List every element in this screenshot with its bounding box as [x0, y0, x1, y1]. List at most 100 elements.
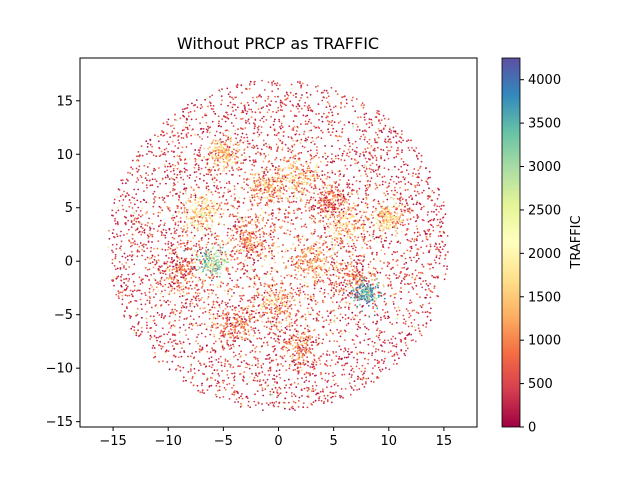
- scatter-point: [217, 358, 220, 360]
- scatter-point: [262, 363, 265, 365]
- scatter-point: [333, 319, 336, 322]
- scatter-point: [172, 189, 174, 192]
- scatter-point: [200, 322, 203, 325]
- scatter-point: [219, 181, 221, 183]
- scatter-point: [409, 246, 412, 248]
- scatter-point: [278, 373, 281, 376]
- scatter-point: [345, 144, 348, 147]
- scatter-point: [355, 180, 358, 182]
- scatter-point: [230, 122, 233, 124]
- scatter-point: [115, 293, 118, 296]
- scatter-point: [295, 293, 298, 296]
- scatter-point: [301, 235, 304, 238]
- scatter-point: [303, 104, 306, 107]
- scatter-point: [190, 193, 193, 196]
- scatter-point: [417, 254, 420, 256]
- scatter-point: [280, 122, 283, 125]
- scatter-point: [249, 199, 252, 201]
- scatter-point: [191, 377, 194, 380]
- scatter-point: [189, 300, 192, 303]
- scatter-point: [313, 366, 315, 368]
- scatter-point: [306, 264, 309, 266]
- scatter-point: [395, 310, 398, 312]
- scatter-point: [372, 156, 374, 159]
- scatter-point: [212, 313, 215, 316]
- scatter-point: [376, 359, 379, 362]
- scatter-point: [257, 366, 259, 369]
- scatter-point: [155, 155, 158, 158]
- scatter-point: [412, 288, 415, 290]
- scatter-point: [219, 173, 222, 175]
- scatter-point: [331, 153, 333, 156]
- scatter-point: [366, 175, 369, 178]
- scatter-point: [304, 206, 307, 208]
- scatter-point: [391, 253, 394, 256]
- scatter-point: [157, 240, 160, 243]
- scatter-point: [204, 310, 207, 313]
- scatter-point: [439, 218, 442, 221]
- scatter-point: [277, 138, 280, 140]
- scatter-point: [208, 317, 211, 320]
- scatter-point: [328, 278, 331, 280]
- scatter-point: [212, 205, 215, 208]
- scatter-point: [180, 227, 183, 230]
- scatter-point: [156, 281, 159, 284]
- scatter-point: [270, 270, 273, 273]
- scatter-point: [139, 298, 142, 301]
- scatter-point: [356, 361, 359, 364]
- scatter-point: [294, 115, 296, 118]
- scatter-point: [209, 170, 212, 172]
- scatter-point: [235, 117, 238, 120]
- scatter-point: [345, 98, 348, 101]
- scatter-point: [138, 250, 141, 253]
- scatter-point: [137, 323, 140, 326]
- scatter-point: [322, 402, 325, 404]
- scatter-point: [267, 404, 270, 406]
- scatter-point: [206, 162, 209, 165]
- scatter-point: [401, 255, 404, 257]
- scatter-point: [158, 225, 160, 228]
- scatter-point: [347, 185, 350, 187]
- scatter-point: [211, 324, 213, 327]
- scatter-point: [253, 400, 256, 403]
- scatter-point: [364, 367, 366, 370]
- scatter-point: [297, 289, 300, 292]
- scatter-point: [377, 147, 379, 150]
- scatter-point: [362, 376, 365, 379]
- scatter-point: [164, 242, 167, 245]
- scatter-point: [358, 169, 361, 172]
- scatter-point: [304, 139, 307, 142]
- scatter-point: [211, 347, 213, 350]
- scatter-point: [438, 205, 441, 208]
- scatter-point: [290, 264, 293, 266]
- scatter-point: [287, 216, 289, 219]
- scatter-point: [262, 120, 265, 123]
- scatter-point: [427, 262, 429, 265]
- scatter-point: [255, 294, 258, 297]
- scatter-point: [152, 213, 155, 215]
- scatter-point: [170, 170, 172, 173]
- scatter-point: [373, 238, 376, 240]
- scatter-point: [173, 268, 176, 270]
- scatter-point: [357, 255, 360, 258]
- scatter-point: [380, 156, 382, 159]
- scatter-point: [420, 334, 423, 337]
- scatter-point: [393, 359, 396, 362]
- scatter-point: [220, 186, 222, 189]
- scatter-point: [268, 353, 270, 356]
- scatter-point: [304, 223, 307, 226]
- scatter-point: [430, 263, 432, 266]
- scatter-point: [290, 151, 293, 154]
- scatter-point: [213, 342, 215, 345]
- scatter-point: [319, 178, 322, 181]
- scatter-point: [256, 218, 259, 221]
- scatter-point: [126, 192, 129, 195]
- scatter-point: [347, 148, 350, 151]
- scatter-point: [428, 263, 431, 266]
- scatter-point: [416, 155, 418, 158]
- scatter-point: [168, 315, 171, 318]
- scatter-point: [248, 299, 251, 302]
- scatter-point: [190, 118, 193, 121]
- scatter-point: [201, 237, 203, 239]
- scatter-point: [173, 227, 176, 230]
